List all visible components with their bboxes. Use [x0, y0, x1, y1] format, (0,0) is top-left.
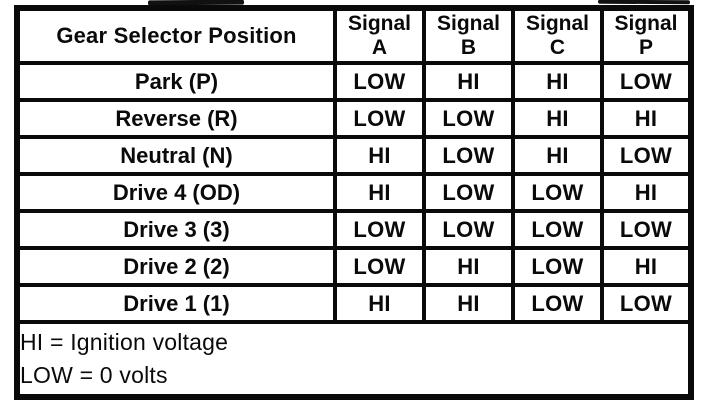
signal-b-value: HI	[422, 246, 515, 287]
signal-b-value: LOW	[422, 98, 515, 139]
gear-position-label: Reverse (R)	[15, 98, 337, 139]
signal-b-value: HI	[422, 61, 515, 102]
table-row-drive1: Drive 1 (1) HI HI LOW LOW	[15, 283, 693, 324]
signal-word: Signal	[436, 12, 500, 36]
signal-word: Signal	[525, 12, 589, 36]
signal-b-value: LOW	[422, 172, 515, 213]
signal-p-value: LOW	[600, 61, 693, 102]
scan-artifact	[597, 0, 691, 5]
legend-low-definition: LOW = 0 volts	[20, 362, 168, 388]
signal-p-value: HI	[600, 172, 693, 213]
table-row-neutral: Neutral (N) HI LOW HI LOW	[15, 135, 693, 176]
gear-position-label: Drive 2 (2)	[15, 246, 337, 287]
signal-letter: P	[638, 36, 653, 59]
signal-p-value: LOW	[600, 209, 693, 250]
signal-p-value: HI	[600, 246, 693, 287]
signal-c-value: LOW	[511, 283, 604, 324]
table-header-row: Gear Selector Position Signal A Signal B…	[15, 6, 693, 65]
signal-a-value: LOW	[333, 209, 426, 250]
column-header-signal-b: Signal B	[422, 6, 515, 65]
signal-a-value: HI	[333, 283, 426, 324]
signal-word: Signal	[614, 12, 678, 36]
column-header-signal-p: Signal P	[600, 6, 693, 65]
signal-c-value: HI	[511, 61, 604, 102]
legend-hi-definition: HI = Ignition voltage	[20, 328, 229, 355]
signal-p-value: LOW	[600, 283, 693, 324]
signal-c-value: LOW	[511, 246, 604, 287]
signal-a-value: HI	[333, 135, 426, 176]
signal-a-value: HI	[333, 172, 426, 213]
table-row-drive3: Drive 3 (3) LOW LOW LOW LOW	[15, 209, 693, 250]
column-header-gear-selector-position: Gear Selector Position	[15, 6, 337, 65]
table-row-park: Park (P) LOW HI HI LOW	[15, 61, 693, 102]
signal-c-value: HI	[511, 135, 604, 176]
gear-selector-signal-table: Gear Selector Position Signal A Signal B…	[14, 5, 694, 400]
signal-b-value: LOW	[422, 135, 515, 176]
table-row-drive2: Drive 2 (2) LOW HI LOW HI	[15, 246, 693, 287]
gear-position-label: Drive 1 (1)	[15, 283, 337, 324]
gear-position-label: Drive 3 (3)	[15, 209, 337, 250]
signal-p-value: LOW	[600, 135, 693, 176]
signal-p-value: HI	[600, 98, 693, 139]
signal-a-value: LOW	[333, 246, 426, 287]
gear-position-label: Drive 4 (OD)	[15, 172, 337, 213]
column-header-signal-a: Signal A	[333, 6, 426, 65]
signal-c-value: LOW	[511, 209, 604, 250]
table-legend-row: HI = Ignition voltage LOW = 0 volts	[15, 320, 693, 399]
gear-position-label: Neutral (N)	[15, 135, 337, 176]
signal-a-value: LOW	[333, 98, 426, 139]
column-header-signal-c: Signal C	[511, 6, 604, 65]
gear-position-label: Park (P)	[15, 61, 337, 102]
signal-c-value: LOW	[511, 172, 604, 213]
signal-b-value: LOW	[422, 209, 515, 250]
signal-letter: A	[371, 36, 388, 59]
table-row-drive4: Drive 4 (OD) HI LOW LOW HI	[15, 172, 693, 213]
table-row-reverse: Reverse (R) LOW LOW HI HI	[15, 98, 693, 139]
signal-letter: C	[549, 36, 566, 59]
signal-a-value: LOW	[333, 61, 426, 102]
signal-word: Signal	[347, 12, 411, 36]
legend-cell: HI = Ignition voltage LOW = 0 volts	[15, 320, 693, 399]
signal-b-value: HI	[422, 283, 515, 324]
signal-c-value: HI	[511, 98, 604, 139]
signal-letter: B	[460, 36, 477, 59]
